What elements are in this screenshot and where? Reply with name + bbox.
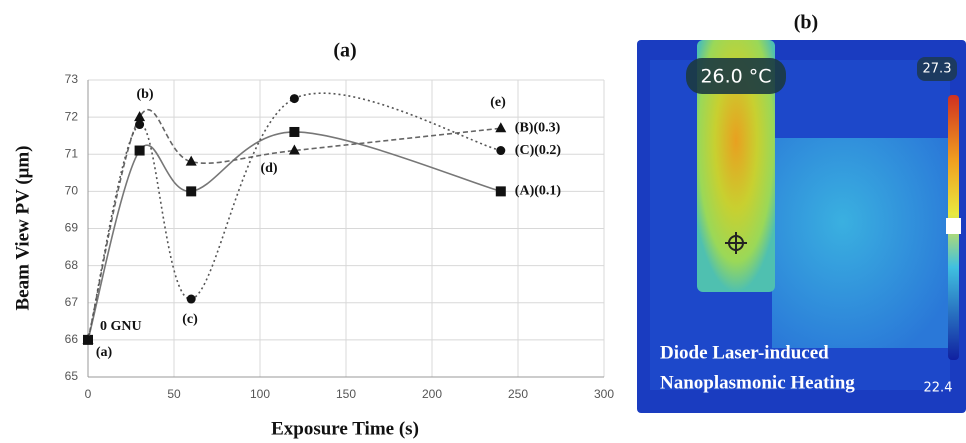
y-tick-label: 71 xyxy=(65,146,79,160)
x-tick-label: 0 xyxy=(85,387,92,401)
x-tick-label: 250 xyxy=(508,387,528,401)
annotation: (d) xyxy=(260,161,277,176)
x-tick-label: 300 xyxy=(594,387,614,401)
caption-line: Nanoplasmonic Heating xyxy=(660,372,855,393)
y-tick-label: 73 xyxy=(65,72,79,86)
x-tick-label: 150 xyxy=(336,387,356,401)
marker xyxy=(186,294,196,304)
marker xyxy=(289,126,300,137)
marker xyxy=(83,335,93,345)
marker xyxy=(495,122,507,133)
marker xyxy=(185,155,197,166)
temperature-badge xyxy=(686,58,786,94)
chart-title: (a) xyxy=(333,40,356,62)
warm-region xyxy=(772,138,948,348)
x-tick-label: 50 xyxy=(167,387,181,401)
annotation: (e) xyxy=(490,95,506,110)
crosshair xyxy=(725,232,747,254)
marker xyxy=(134,111,146,122)
marker xyxy=(289,94,299,104)
marker xyxy=(496,146,506,156)
marker xyxy=(288,144,300,155)
x-tick-label: 200 xyxy=(422,387,442,401)
marker xyxy=(495,186,506,197)
scale-max-badge xyxy=(917,57,957,81)
y-tick-label: 67 xyxy=(65,295,79,309)
annotation: (b) xyxy=(136,87,153,102)
y-tick-label: 68 xyxy=(65,258,79,272)
thermal-image: (b) 26.0 °C 27.3 22.4 Diode Laser-induce… xyxy=(637,12,966,413)
series-label: (A)(0.1) xyxy=(515,184,562,199)
marker xyxy=(135,120,145,130)
series-label: (B)(0.3) xyxy=(515,120,561,135)
marker xyxy=(134,145,145,156)
scale-max: 27.3 xyxy=(923,62,952,77)
annotation: (c) xyxy=(182,312,198,327)
y-axis-label: Beam View PV (μm) xyxy=(12,145,33,310)
y-tick-label: 69 xyxy=(65,221,79,235)
scale-slider xyxy=(946,218,961,234)
y-tick-label: 70 xyxy=(65,184,79,198)
x-axis-label: Exposure Time (s) xyxy=(271,418,419,439)
y-tick-label: 72 xyxy=(65,109,79,123)
series-line xyxy=(87,108,501,341)
image-title: (b) xyxy=(794,12,818,34)
caption-line: Diode Laser-induced xyxy=(660,342,829,363)
hot-strip xyxy=(697,40,775,292)
series-line xyxy=(87,131,502,341)
marker xyxy=(186,186,197,197)
spot-temperature: 26.0 °C xyxy=(700,66,771,88)
series-label: (C)(0.2) xyxy=(515,143,562,158)
annotation: 0 GNU xyxy=(100,319,142,334)
x-tick-label: 100 xyxy=(250,387,270,401)
scale-min: 22.4 xyxy=(924,381,953,396)
y-tick-label: 65 xyxy=(65,369,79,383)
y-tick-label: 66 xyxy=(65,332,79,346)
annotation: (a) xyxy=(96,345,113,360)
